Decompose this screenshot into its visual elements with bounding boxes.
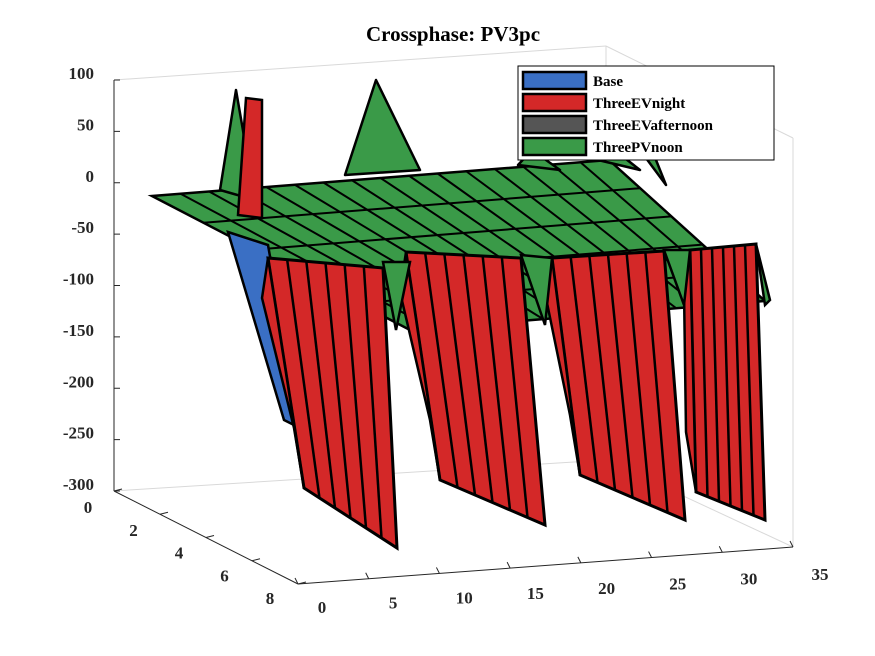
green-dip xyxy=(662,248,692,306)
chart-title: Crossphase: PV3pc xyxy=(366,22,540,46)
panel-line xyxy=(285,259,321,499)
green-dip xyxy=(519,253,554,326)
panel-line xyxy=(699,248,709,497)
x-tick-label: 10 xyxy=(456,589,473,608)
legend[interactable]: Base ThreeEVnight ThreeEVafternoon ThreePVn… xyxy=(517,65,775,161)
x-tick-mark xyxy=(435,567,440,574)
green-dip xyxy=(381,260,412,331)
x-tick-label: 30 xyxy=(740,570,757,589)
legend-swatch xyxy=(521,136,588,157)
legend-swatch xyxy=(521,92,588,113)
y-tick-mark xyxy=(205,535,215,538)
x-tick-label: 5 xyxy=(389,593,398,612)
panel-line xyxy=(362,266,383,539)
panel-line xyxy=(423,252,459,488)
z-tick-label: -300 xyxy=(63,475,94,494)
y-tick-label: 2 xyxy=(129,521,138,540)
legend-label: ThreeEVnight xyxy=(593,96,685,112)
grid-line xyxy=(255,215,672,251)
x-tick-mark xyxy=(506,561,511,569)
y-tick-label: 0 xyxy=(84,498,93,517)
surface-plot xyxy=(147,78,772,551)
panel-line xyxy=(569,256,599,483)
panel-line xyxy=(588,255,617,491)
x-tick-label: 0 xyxy=(318,598,327,617)
green-spike xyxy=(343,78,422,177)
x-tick-mark xyxy=(789,540,794,548)
x-tick-label: 35 xyxy=(812,565,829,584)
y-tick-label: 4 xyxy=(175,544,184,563)
x-tick-mark xyxy=(718,546,723,553)
legend-label: Base xyxy=(593,74,623,90)
x-tick-mark xyxy=(577,556,582,564)
x-tick-mark xyxy=(648,551,653,558)
z-tick-label: -100 xyxy=(63,270,94,289)
z-tick-label: -250 xyxy=(63,424,94,443)
panel-line xyxy=(443,253,477,496)
red-spike xyxy=(236,96,264,220)
legend-swatch xyxy=(521,70,588,91)
legend-label: ThreePVnoon xyxy=(593,140,683,156)
y-tick-mark xyxy=(159,511,169,515)
z-tick-label: -50 xyxy=(71,218,94,237)
box-edge xyxy=(113,45,607,81)
panel-line xyxy=(324,262,352,519)
x-axis-line xyxy=(297,546,794,585)
panel-line xyxy=(500,256,529,518)
legend-swatch xyxy=(521,114,588,135)
panel-line xyxy=(721,246,732,507)
panel-line xyxy=(343,264,368,529)
panel-line xyxy=(743,244,755,516)
panel-line xyxy=(606,254,634,498)
grid-line xyxy=(522,165,700,308)
z-tick-label: -150 xyxy=(63,321,94,340)
grid-line xyxy=(351,179,566,319)
red-fold xyxy=(260,257,306,489)
panel-line xyxy=(644,252,669,513)
green-dip xyxy=(754,243,772,308)
z-tick-label: 0 xyxy=(86,167,95,186)
x-tick-label: 15 xyxy=(527,584,544,603)
y-tick-mark xyxy=(251,558,261,562)
panel-line xyxy=(710,247,721,502)
panel-line xyxy=(625,253,652,506)
grid-line xyxy=(203,187,641,224)
y-tick-mark xyxy=(297,581,307,585)
z-tick-label: 50 xyxy=(77,115,94,134)
legend-label: ThreeEVafternoon xyxy=(593,118,714,134)
x-tick-mark xyxy=(365,572,370,579)
panel-line xyxy=(305,261,337,509)
panel-line xyxy=(481,255,512,511)
y-tick-mark xyxy=(113,488,123,492)
y-tick-label: 8 xyxy=(266,589,275,608)
panel-line xyxy=(732,245,744,511)
z-tick-label: -200 xyxy=(63,372,94,391)
tick-labels: 100 50 0 -50 -100 -150 -200 -250 -300 0 2 4 6 8 0 5 10 15… xyxy=(63,64,829,617)
x-tick-label: 25 xyxy=(669,574,686,593)
x-tick-label: 20 xyxy=(598,579,615,598)
panel-line xyxy=(462,254,494,503)
x-tick-mark xyxy=(294,577,299,585)
y-tick-label: 6 xyxy=(220,566,229,585)
z-tick-label: 100 xyxy=(69,64,95,83)
